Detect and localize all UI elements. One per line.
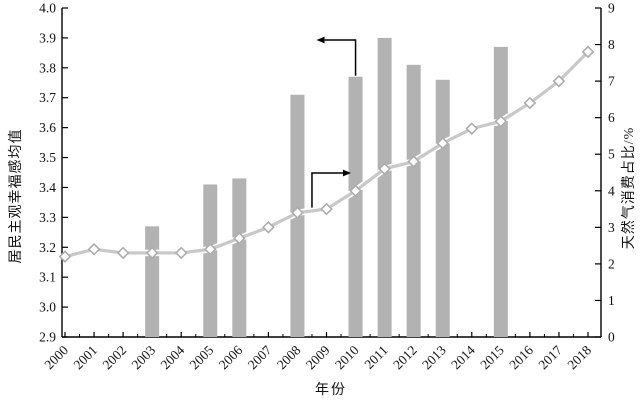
left-axis-tick-label: 3.2 — [39, 240, 56, 255]
arrow-bars-to-left-axis — [324, 39, 357, 76]
left-axis-tick-label: 3.4 — [39, 180, 56, 195]
right-axis-tick-label: 7 — [608, 74, 615, 89]
left-axis-tick-label: 3.5 — [39, 150, 56, 165]
right-axis-tick-label: 5 — [608, 147, 615, 162]
left-axis-tick-label: 3.0 — [39, 300, 56, 315]
x-axis-tick-label: 2015 — [477, 342, 507, 372]
x-axis-tick-label: 2007 — [245, 342, 275, 372]
right-axis-tick-label: 2 — [608, 256, 615, 271]
marker-2015 — [494, 114, 508, 128]
arrow-line-to-right-axis-head — [342, 169, 351, 177]
marker-2006 — [233, 231, 246, 245]
right-axis-title: 天然气消费占比/% — [622, 126, 637, 250]
x-axis-tick-label: 2002 — [100, 343, 130, 373]
marker-2010 — [349, 184, 362, 198]
x-axis-tick-label: 2010 — [332, 342, 362, 372]
right-axis-tick-label: 0 — [608, 330, 615, 345]
line-series — [63, 50, 590, 259]
x-axis-tick-label: 2000 — [41, 342, 71, 372]
marker-2018 — [581, 45, 595, 59]
right-axis-tick-label: 1 — [608, 293, 615, 308]
line-series-casing — [61, 48, 592, 260]
right-axis-tick-label: 6 — [608, 110, 615, 125]
left-axis-tick-label: 3.7 — [39, 90, 56, 105]
x-axis-tick-label: 2012 — [390, 343, 420, 373]
x-axis-tick-label: 2004 — [158, 342, 188, 372]
left-axis-tick-label: 3.8 — [39, 60, 56, 75]
marker-2009 — [320, 202, 333, 216]
x-axis-tick-label: 2011 — [361, 343, 390, 372]
bar-2013 — [435, 79, 450, 338]
left-axis-tick-label: 3.1 — [39, 270, 56, 285]
x-axis-tick-label: 2008 — [274, 342, 304, 372]
right-axis-tick-label: 8 — [608, 37, 615, 52]
arrow-bars-to-left-axis-head — [316, 36, 325, 44]
bar-2010 — [348, 76, 363, 338]
marker-2000 — [58, 250, 72, 263]
x-axis-title: 年份 — [315, 383, 347, 398]
marker-2017 — [552, 74, 566, 88]
bar-2006 — [232, 178, 247, 337]
bar-2012 — [406, 64, 421, 337]
marker-2013 — [436, 136, 450, 150]
x-axis-tick-label: 2013 — [419, 342, 449, 372]
left-axis-tick-label: 4.0 — [39, 1, 56, 16]
x-axis-tick-label: 2006 — [216, 342, 246, 372]
marker-2001 — [87, 242, 101, 256]
bar-2003 — [145, 226, 160, 337]
x-axis-tick-label: 2017 — [535, 342, 565, 372]
marker-2012 — [407, 155, 420, 168]
x-axis-tick-label: 2018 — [564, 342, 594, 372]
left-axis-tick-label: 3.6 — [39, 120, 56, 135]
left-axis-tick-label: 2.9 — [39, 330, 56, 345]
left-axis-tick-label: 3.9 — [39, 30, 56, 45]
left-axis-title: 居民主观幸福感均值 — [9, 128, 24, 264]
x-axis-tick-label: 2003 — [129, 342, 159, 372]
x-axis-tick-label: 2016 — [506, 342, 536, 372]
marker-2002 — [116, 246, 130, 260]
left-axis-tick-label: 3.3 — [39, 210, 56, 225]
arrow-line-to-right-axis — [311, 172, 343, 209]
right-axis-tick-label: 3 — [608, 220, 615, 235]
marker-2016 — [523, 96, 537, 110]
bar-2011 — [377, 37, 392, 338]
bar-2005 — [203, 184, 218, 337]
right-axis-tick-label: 4 — [608, 183, 615, 198]
marker-2005 — [203, 242, 217, 256]
marker-2011 — [378, 162, 391, 176]
right-axis-tick-label: 9 — [608, 1, 615, 16]
x-axis-tick-label: 2014 — [448, 342, 478, 372]
marker-2007 — [262, 221, 275, 234]
x-axis-tick-label: 2005 — [187, 342, 217, 372]
x-axis-tick-label: 2001 — [70, 343, 100, 373]
bar-2015 — [493, 46, 508, 338]
marker-2008 — [291, 206, 304, 220]
marker-2004 — [174, 246, 188, 260]
marker-2003 — [145, 246, 159, 260]
marker-2014 — [465, 122, 479, 135]
x-axis-tick-label: 2009 — [303, 342, 333, 372]
